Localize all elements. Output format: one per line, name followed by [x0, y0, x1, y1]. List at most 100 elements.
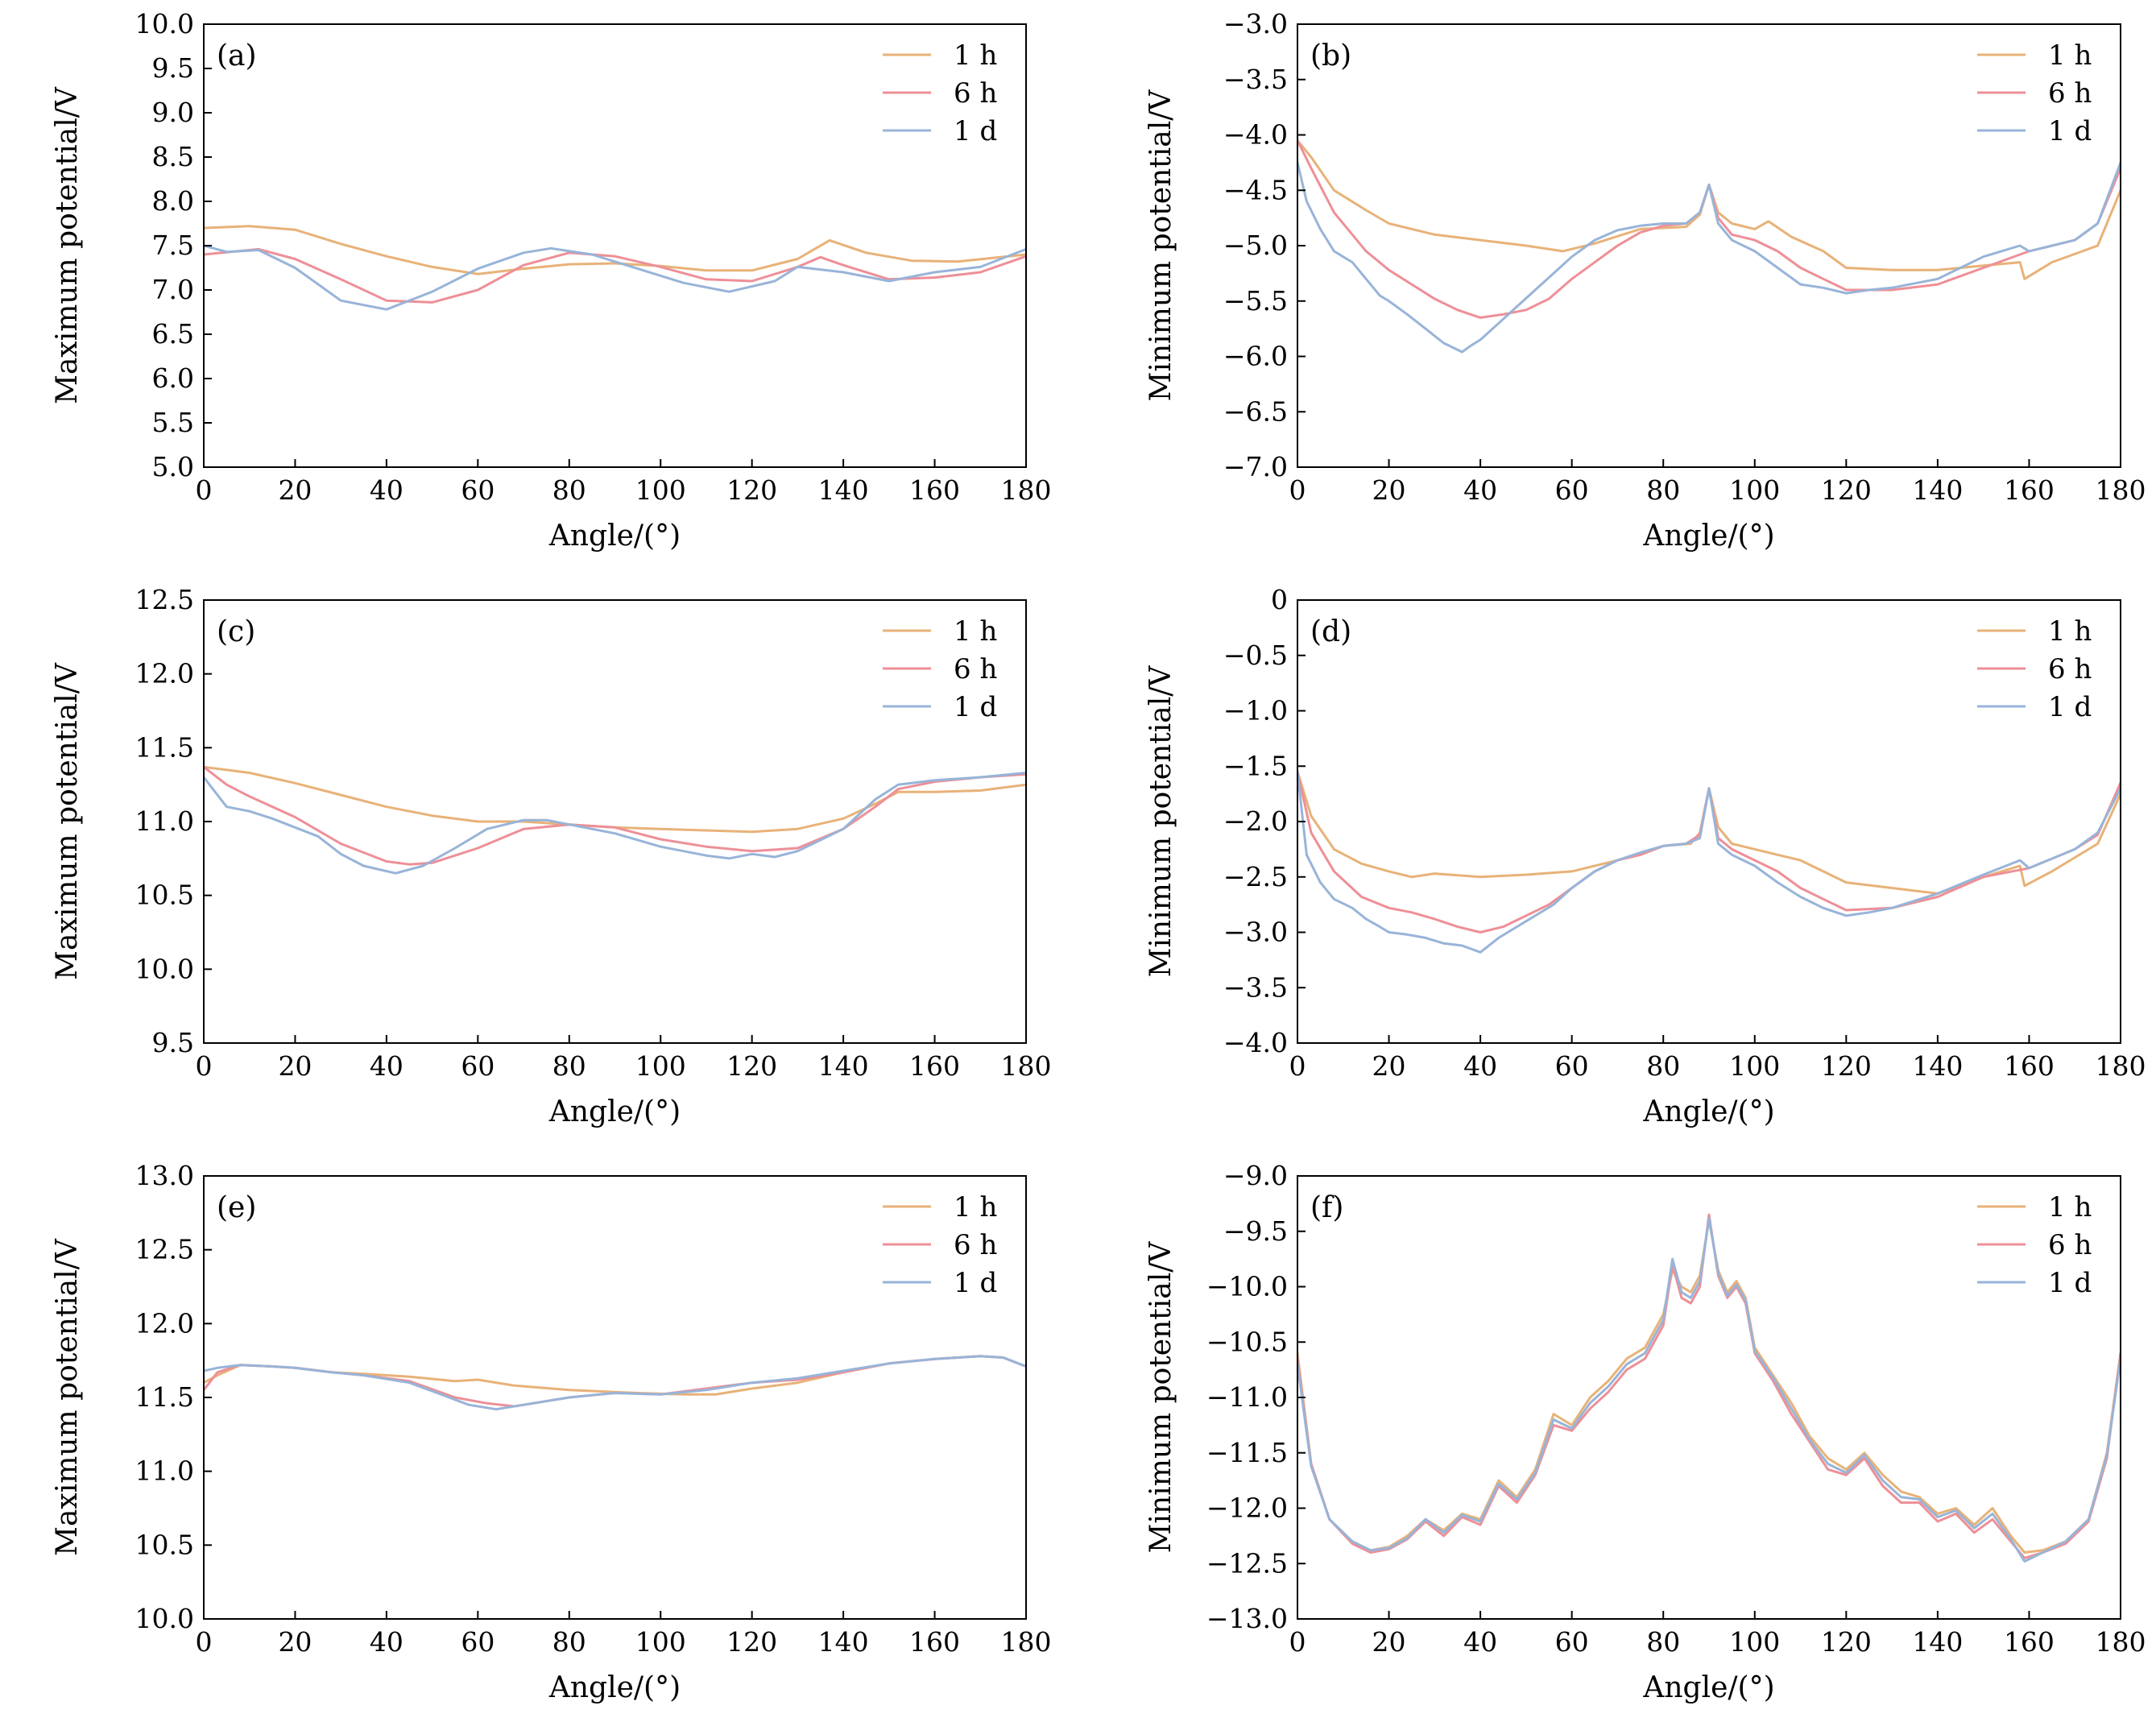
- panel-tag: (f): [1310, 1191, 1343, 1224]
- x-tick-label: 0: [196, 1626, 213, 1658]
- y-tick-label: 11.0: [135, 805, 194, 837]
- x-tick-label: 20: [278, 1050, 312, 1082]
- plot-frame: [203, 1175, 1027, 1620]
- legend-label: 6 h: [2048, 653, 2092, 685]
- series-line-1h: [204, 765, 1026, 834]
- legend-label: 6 h: [954, 1229, 997, 1261]
- plot-frame: [1297, 599, 2121, 1044]
- plot-frame: [1297, 1175, 2121, 1620]
- legend-label: 1 d: [954, 691, 997, 723]
- y-tick-label: 10.5: [135, 880, 194, 911]
- legend-label: 1 d: [954, 115, 997, 147]
- y-tick-label: 0: [1271, 584, 1288, 615]
- x-tick-label: 40: [1463, 1050, 1497, 1082]
- panel-a: 0 20 40 60 80 100 120 140 160 180 5.0 5.5 6.0 6.5 7.0 7…: [51, 8, 1052, 553]
- series-line-1h: [204, 225, 1026, 275]
- y-tick-label: 9.0: [152, 97, 194, 128]
- y-axis-label: Minimum potential/V: [1144, 1241, 1177, 1554]
- x-tick-label: 80: [1646, 1626, 1680, 1658]
- x-tick-label: 100: [635, 474, 686, 506]
- y-tick-label: 9.5: [152, 52, 194, 84]
- legend-label: 1 h: [954, 39, 997, 72]
- panel-tag: (c): [217, 615, 255, 648]
- y-tick-label: −11.0: [1206, 1381, 1288, 1413]
- series-group: [1297, 770, 2121, 954]
- legend-label: 1 h: [954, 615, 997, 648]
- y-tick-label: 10.0: [135, 1603, 194, 1634]
- y-axis-label: Maximum potential/V: [51, 86, 84, 404]
- series-group: [204, 765, 1026, 875]
- y-tick-label: 8.0: [152, 185, 194, 217]
- y-tick-label: −7.0: [1223, 451, 1288, 482]
- x-tick-label: 180: [1001, 474, 1052, 506]
- x-tick-label: 140: [818, 474, 869, 506]
- y-tick-label: 12.5: [135, 1234, 194, 1265]
- legend: 1 h 6 h 1 d: [883, 39, 997, 147]
- y-tick-label: −1.5: [1223, 750, 1288, 781]
- panel-tag: (e): [217, 1191, 256, 1224]
- x-tick-label: 40: [1463, 474, 1497, 506]
- x-tick-label: 180: [2096, 1050, 2146, 1082]
- y-tick-label: 9.5: [152, 1027, 194, 1058]
- y-tick-label: 12.0: [135, 658, 194, 689]
- y-tick-label: −2.5: [1223, 861, 1288, 892]
- y-tick-label: 11.5: [135, 1381, 194, 1413]
- legend: 1 h 6 h 1 d: [883, 615, 997, 723]
- series-line-1h: [1297, 1219, 2121, 1554]
- x-tick-label: 40: [1463, 1626, 1497, 1658]
- legend-label: 1 h: [2048, 615, 2092, 648]
- y-tick-label: 11.0: [135, 1455, 194, 1487]
- x-tick-label: 180: [1001, 1050, 1052, 1082]
- y-tick-label: −11.5: [1206, 1437, 1288, 1468]
- y-tick-label: −6.5: [1223, 395, 1288, 427]
- x-axis-label: Angle/(°): [548, 520, 681, 553]
- x-tick-label: 160: [909, 1050, 960, 1082]
- x-tick-label: 60: [1555, 1626, 1589, 1658]
- y-tick-label: −1.0: [1223, 695, 1288, 727]
- legend-label: 1 d: [2048, 115, 2092, 147]
- x-tick-label: 0: [196, 474, 213, 506]
- x-tick-label: 0: [1289, 1050, 1306, 1082]
- y-tick-label: −3.5: [1223, 971, 1288, 1003]
- x-axis-label: Angle/(°): [1642, 1671, 1774, 1704]
- legend: 1 h 6 h 1 d: [1977, 615, 2092, 723]
- legend-label: 1 h: [2048, 39, 2092, 72]
- panel-tag: (b): [1310, 39, 1351, 72]
- series-group: [1297, 1213, 2121, 1563]
- panel-tag: (d): [1310, 615, 1351, 648]
- legend-label: 1 d: [954, 1267, 997, 1299]
- x-tick-label: 20: [1372, 1626, 1406, 1658]
- x-tick-label: 60: [1555, 1050, 1589, 1082]
- series-line-1d: [204, 1355, 1026, 1411]
- x-tick-label: 140: [818, 1050, 869, 1082]
- series-line-1d: [204, 244, 1026, 311]
- y-axis-label: Minimum potential/V: [1144, 665, 1177, 978]
- x-tick-label: 20: [1372, 474, 1406, 506]
- series-line-1d: [1297, 770, 2121, 954]
- y-tick-label: −13.0: [1206, 1603, 1288, 1634]
- x-tick-label: 100: [635, 1626, 686, 1658]
- x-axis-label: Angle/(°): [1642, 520, 1774, 553]
- series-line-1h: [1297, 139, 2121, 280]
- x-tick-label: 60: [461, 1050, 495, 1082]
- y-tick-label: 12.5: [135, 584, 194, 615]
- y-tick-label: −5.0: [1223, 230, 1288, 261]
- plot-frame: [203, 23, 1027, 468]
- x-tick-label: 100: [1729, 1050, 1780, 1082]
- x-tick-label: 120: [1821, 1626, 1872, 1658]
- legend-label: 1 h: [2048, 1191, 2092, 1223]
- x-tick-label: 140: [1912, 1050, 1963, 1082]
- y-tick-label: −6.0: [1223, 341, 1288, 372]
- x-tick-label: 40: [370, 474, 403, 506]
- x-tick-label: 40: [370, 1626, 403, 1658]
- y-tick-label: −3.0: [1223, 917, 1288, 948]
- x-tick-label: 60: [1555, 474, 1589, 506]
- y-tick-label: −4.0: [1223, 119, 1288, 151]
- x-tick-label: 0: [196, 1050, 213, 1082]
- x-tick-label: 120: [726, 1050, 777, 1082]
- x-tick-label: 140: [818, 1626, 869, 1658]
- x-tick-label: 80: [552, 474, 586, 506]
- y-tick-label: −9.5: [1223, 1215, 1288, 1247]
- y-tick-label: 7.0: [152, 274, 194, 305]
